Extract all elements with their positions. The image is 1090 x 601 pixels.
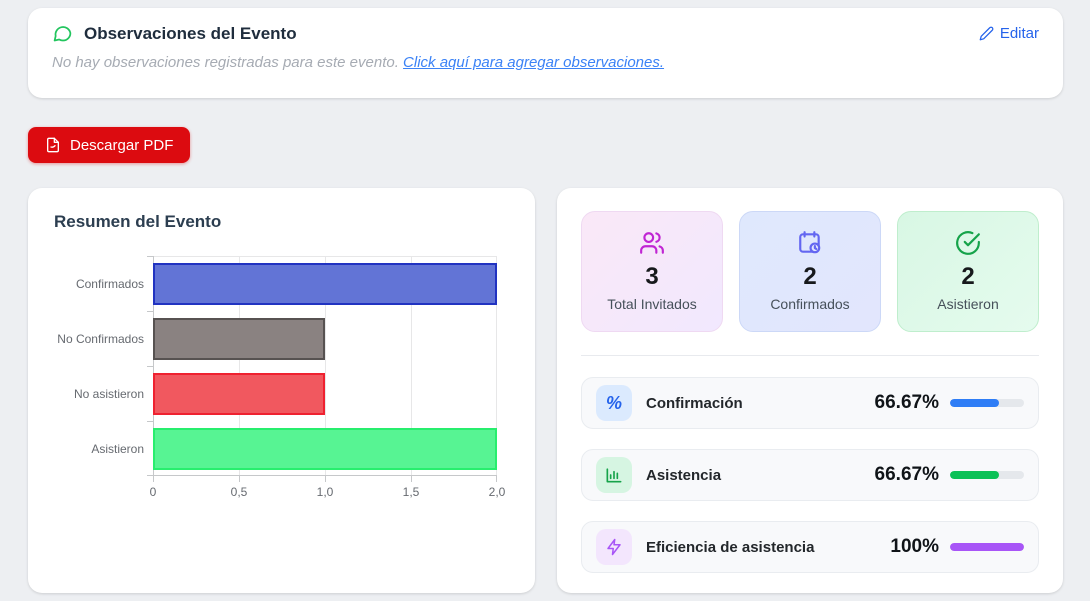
eficiencia-value: 100% [890,536,939,557]
x-tick-label: 0,5 [230,485,248,499]
stat-card-total-invitados: 3 Total Invitados [581,211,723,332]
check-circle-icon [906,229,1030,257]
asistieron-label: Asistieron [937,296,999,313]
empty-observations-message: No hay observaciones registradas para es… [52,54,399,71]
chart-category-label: No asistieron [73,386,144,401]
percent-icon: % [596,385,632,421]
eficiencia-progress-bar [950,543,1024,551]
x-tick-label: 1,5 [402,485,420,499]
stat-card-asistieron: 2 Asistieron [897,211,1039,332]
metric-row-asistencia: Asistencia 66.67% [581,449,1039,501]
total-invitados-label: Total Invitados [607,296,697,313]
eficiencia-label: Eficiencia de asistencia [646,538,815,556]
chart-category-label: Asistieron [91,441,144,456]
chart-row [153,366,497,421]
chat-bubble-icon [52,23,73,44]
chart-category-label: No Confirmados [57,331,144,346]
summary-title: Resumen del Evento [54,212,222,231]
observations-empty-text: No hay observaciones registradas para es… [52,54,1039,71]
chart-row [153,311,497,366]
pencil-icon [979,26,994,41]
asistencia-label: Asistencia [646,466,722,484]
observations-title: Observaciones del Evento [84,23,297,43]
chart-row [153,421,497,476]
asistieron-value: 2 [961,263,975,290]
pdf-file-icon [45,137,61,153]
x-tick-label: 1,0 [316,485,334,499]
confirmados-label: Confirmados [770,296,850,313]
download-pdf-label: Descargar PDF [70,136,174,154]
metric-row-confirmacion: % Confirmación 66.67% [581,377,1039,429]
chart-category-label: Confirmados [75,276,144,291]
divider [581,355,1039,356]
x-tick-label: 0 [149,485,157,499]
bar-confirmados [153,262,497,305]
confirmacion-progress-bar [950,399,1024,407]
total-invitados-value: 3 [645,263,659,290]
asistencia-progress-bar [950,471,1024,479]
chart-plot-area [147,256,497,482]
calendar-clock-icon [748,229,872,257]
edit-observations-button[interactable]: Editar [979,25,1039,42]
confirmacion-label: Confirmación [646,394,743,412]
edit-link-label: Editar [999,25,1039,42]
chart-x-axis: 0 0,5 1,0 1,5 2,0 [149,485,506,503]
bar-asistieron [153,427,497,470]
confirmacion-value: 66.67% [874,392,939,413]
chart-category-labels: Confirmados No Confirmados No asistieron… [54,256,153,503]
bar-no-asistieron [153,372,325,415]
download-pdf-button[interactable]: Descargar PDF [28,127,191,163]
observations-card: Observaciones del Evento Editar No hay o… [28,8,1063,98]
stat-card-confirmados: 2 Confirmados [739,211,881,332]
confirmados-value: 2 [803,263,817,290]
asistencia-value: 66.67% [874,464,939,485]
event-stats-card: 3 Total Invitados 2 Confirmados [557,188,1063,593]
event-summary-card: Resumen del Evento Confirmados No Confir… [28,188,535,593]
bar-no-confirmados [153,317,325,360]
metric-row-eficiencia: Eficiencia de asistencia 100% [581,521,1039,573]
add-observations-link[interactable]: Click aquí para agregar observaciones. [403,54,665,71]
bar-chart-icon [596,457,632,493]
users-icon [590,229,714,257]
attendance-bar-chart: Confirmados No Confirmados No asistieron… [54,256,509,503]
chart-row [153,256,497,311]
x-tick-label: 2,0 [488,485,506,499]
bolt-icon [596,529,632,565]
